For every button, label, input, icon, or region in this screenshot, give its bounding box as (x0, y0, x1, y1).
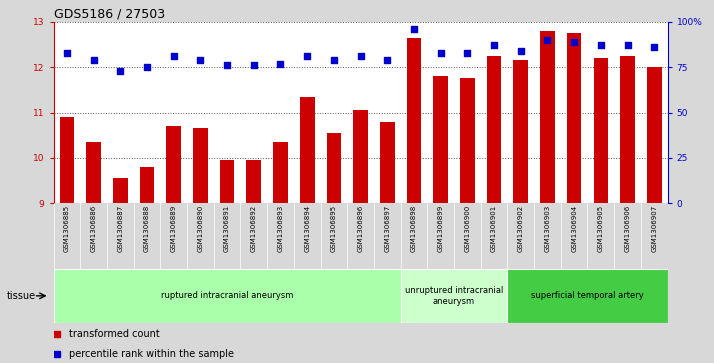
Bar (166, 126, 181, 203)
Point (168, 53, 179, 59)
Bar (487, 56, 501, 203)
Point (301, 53, 313, 59)
Text: GSM1306890: GSM1306890 (197, 205, 203, 253)
Point (221, 62, 233, 68)
Bar (326, 133, 341, 203)
Bar (567, 33, 581, 203)
Point (595, 42, 607, 48)
Bar (246, 160, 261, 203)
Bar (540, 31, 555, 203)
Text: GSM1306888: GSM1306888 (144, 205, 150, 253)
Bar (220, 160, 234, 203)
Bar (86, 142, 101, 203)
Bar (460, 78, 475, 203)
Text: GSM1306889: GSM1306889 (171, 205, 176, 253)
Point (408, 26, 420, 32)
Point (355, 53, 366, 59)
Bar (353, 110, 368, 203)
Text: GSM1306896: GSM1306896 (358, 205, 363, 253)
Text: unruptured intracranial
aneurysm: unruptured intracranial aneurysm (405, 286, 503, 306)
Bar (380, 122, 395, 203)
Text: GSM1306887: GSM1306887 (117, 205, 124, 253)
Text: GSM1306895: GSM1306895 (331, 205, 337, 252)
Text: GSM1306891: GSM1306891 (224, 205, 230, 253)
Point (622, 42, 633, 48)
Text: GSM1306893: GSM1306893 (278, 205, 283, 253)
Bar (647, 67, 662, 203)
Text: GSM1306906: GSM1306906 (625, 205, 630, 253)
FancyBboxPatch shape (54, 269, 401, 323)
Text: ruptured intracranial aneurysm: ruptured intracranial aneurysm (161, 291, 293, 300)
Text: GSM1306905: GSM1306905 (598, 205, 604, 252)
Point (648, 44, 660, 50)
Point (114, 68, 126, 74)
Point (462, 50, 473, 56)
Bar (620, 56, 635, 203)
Point (515, 48, 526, 54)
Bar (593, 58, 608, 203)
Text: GSM1306907: GSM1306907 (651, 205, 658, 253)
Point (328, 57, 340, 63)
Text: superficial temporal artery: superficial temporal artery (531, 291, 644, 300)
Point (381, 57, 393, 63)
Point (435, 50, 446, 56)
Text: GSM1306899: GSM1306899 (438, 205, 443, 253)
Text: GSM1306902: GSM1306902 (518, 205, 524, 252)
Point (61, 50, 73, 56)
Point (542, 37, 553, 43)
Text: GSM1306900: GSM1306900 (464, 205, 471, 253)
Text: GDS5186 / 27503: GDS5186 / 27503 (54, 8, 165, 21)
Text: GSM1306898: GSM1306898 (411, 205, 417, 253)
Bar (193, 129, 208, 203)
Text: GSM1306885: GSM1306885 (64, 205, 70, 252)
Text: transformed count: transformed count (69, 329, 160, 339)
Point (195, 57, 206, 63)
Point (568, 39, 580, 45)
Bar (273, 142, 288, 203)
Text: GSM1306901: GSM1306901 (491, 205, 497, 253)
Text: GSM1306892: GSM1306892 (251, 205, 257, 252)
Text: GSM1306903: GSM1306903 (545, 205, 550, 253)
Bar (113, 178, 128, 203)
Point (275, 61, 286, 66)
Bar (433, 76, 448, 203)
Bar (407, 38, 421, 203)
Bar (59, 117, 74, 203)
Point (248, 62, 259, 68)
Text: percentile rank within the sample: percentile rank within the sample (69, 349, 234, 359)
Text: tissue: tissue (7, 291, 36, 301)
FancyBboxPatch shape (401, 269, 508, 323)
Bar (513, 60, 528, 203)
FancyBboxPatch shape (508, 269, 668, 323)
Text: GSM1306897: GSM1306897 (384, 205, 391, 253)
Text: GSM1306894: GSM1306894 (304, 205, 310, 252)
Point (488, 42, 500, 48)
Point (141, 64, 153, 70)
Text: GSM1306886: GSM1306886 (91, 205, 96, 253)
Bar (140, 167, 154, 203)
Point (88, 57, 99, 63)
Bar (300, 97, 315, 203)
Text: GSM1306904: GSM1306904 (571, 205, 577, 252)
